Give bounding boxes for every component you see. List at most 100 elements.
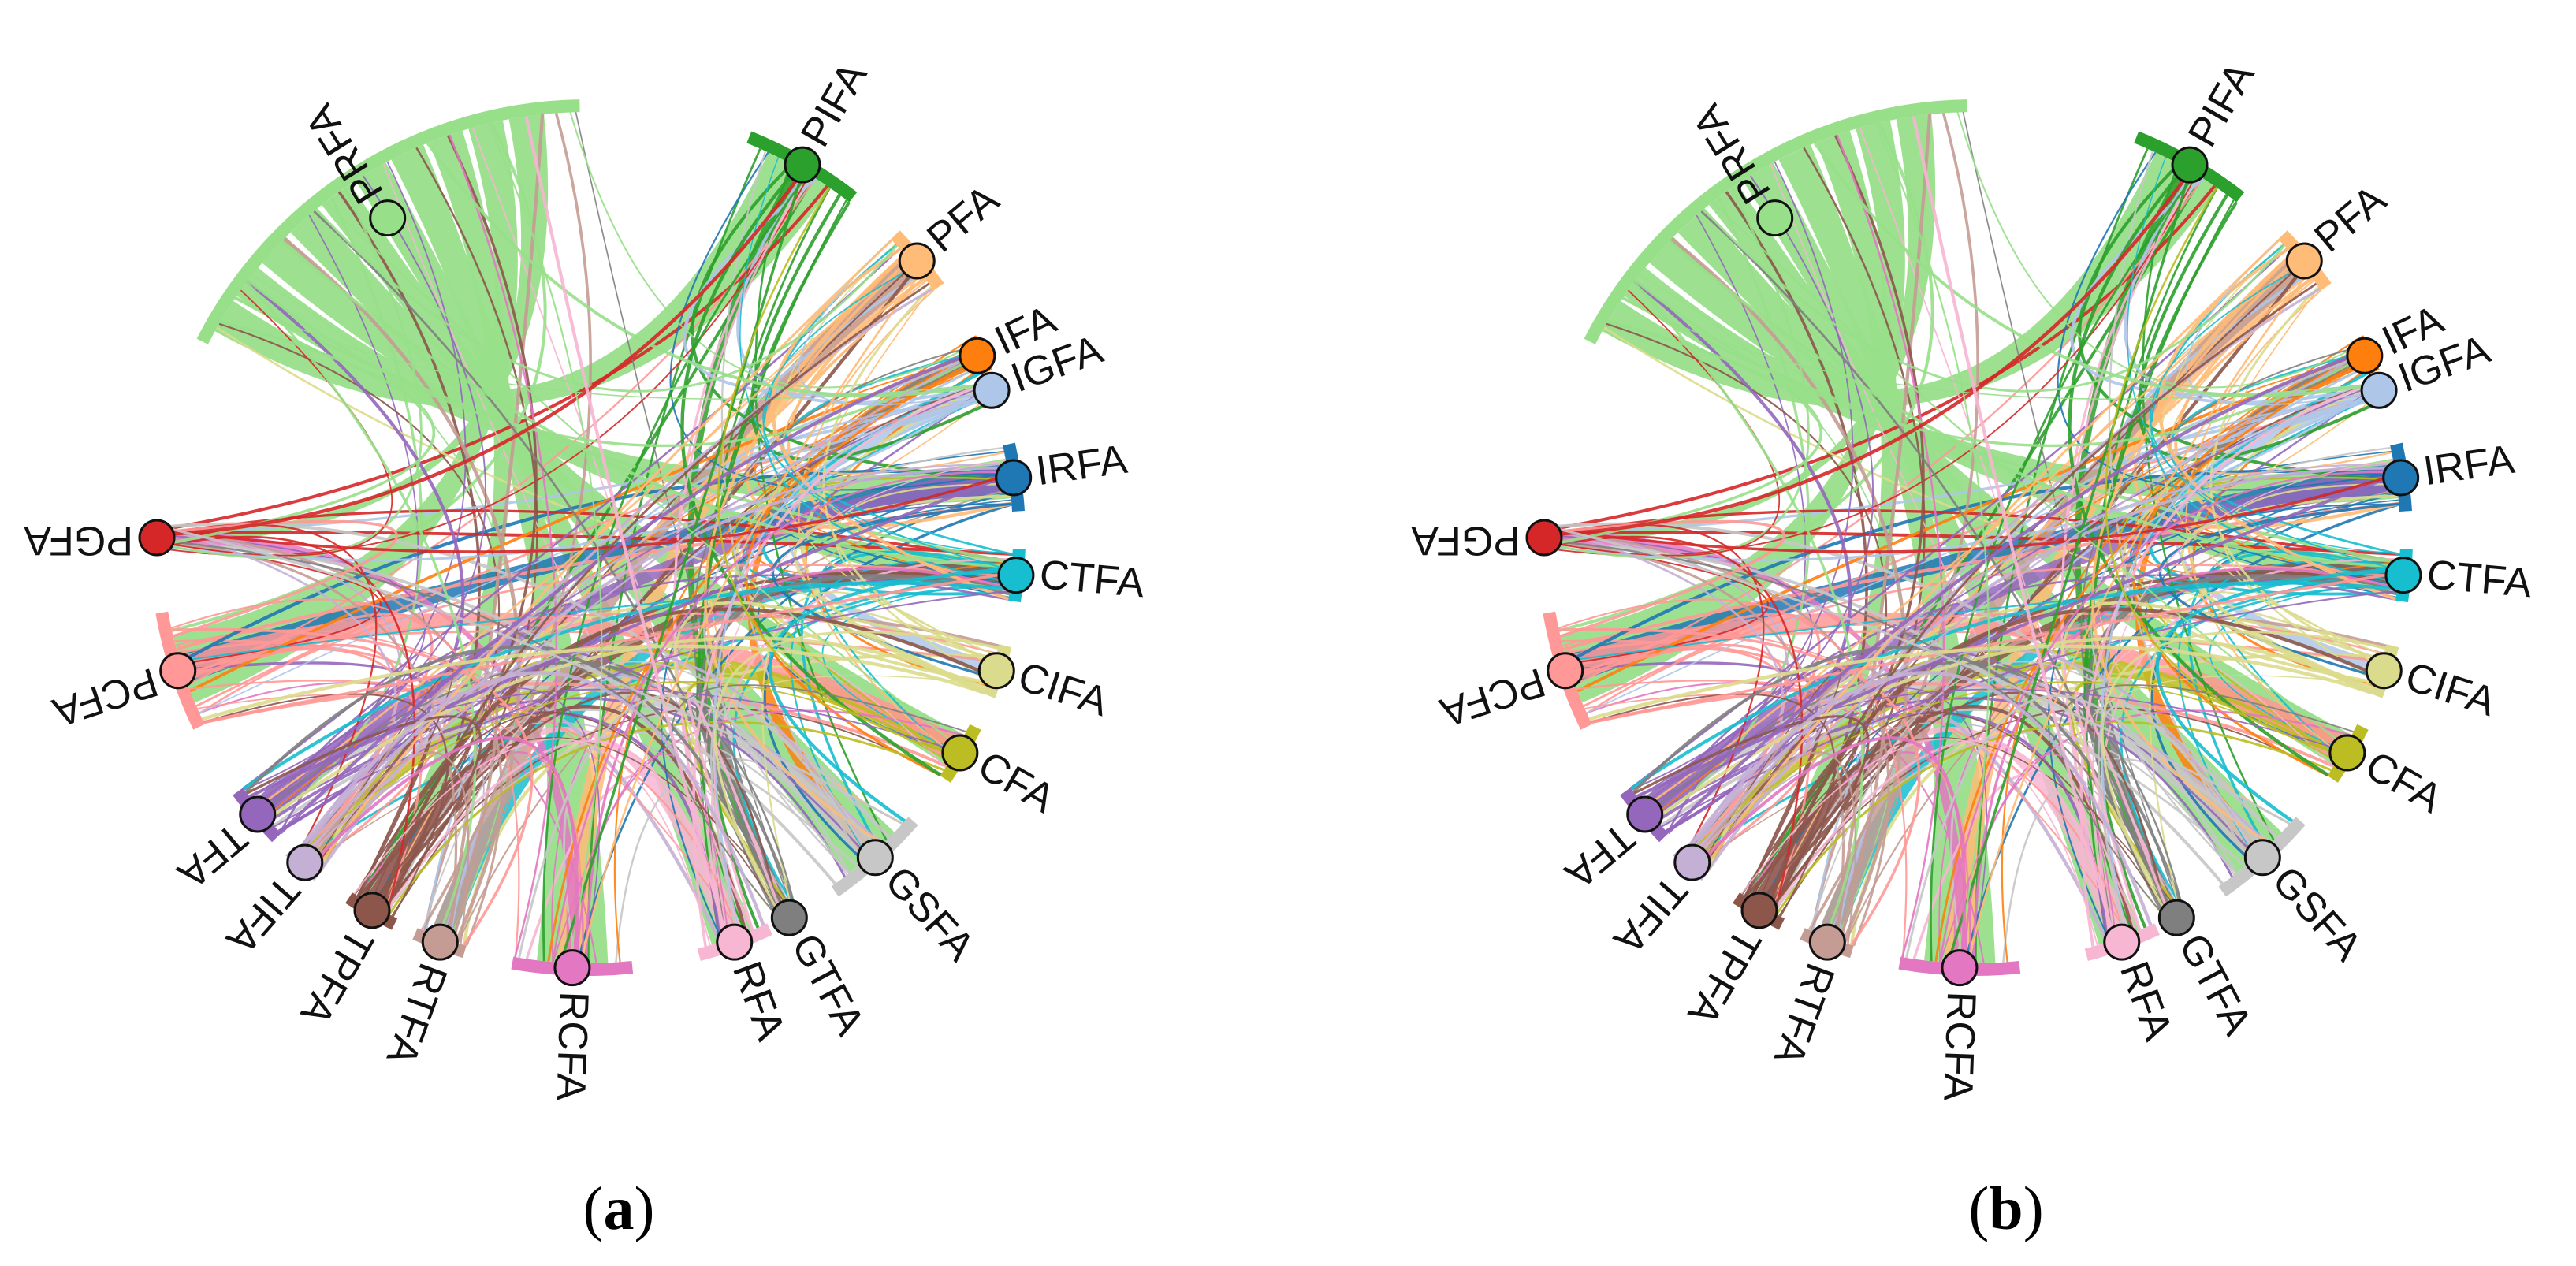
node-label: PFA [2306,177,2395,262]
node-label: GSFA [876,858,983,970]
node-marker-pifa [784,146,821,184]
chord-line [1636,473,2396,799]
chord-line [176,501,1012,651]
chord-line [1699,764,1902,934]
chord-line [1703,208,2285,393]
node-marker-pfa [2285,242,2323,280]
node-label: TPFA [292,921,382,1033]
chord-line [1698,736,1967,963]
chord-line [161,519,399,638]
chord-line [800,550,1012,849]
chord-line [161,534,426,799]
chord-line [801,383,986,692]
chord-line [1632,281,1864,937]
chord-line [750,194,992,461]
chord-line [1548,473,2396,553]
chord-line [201,644,985,721]
chord-line [161,320,435,546]
chord-line [311,764,515,934]
chord-line [246,715,482,912]
chord-line [296,671,765,926]
chord-line [1912,116,2116,940]
chord-line [310,666,499,942]
chord-line [1740,738,2098,946]
node-label: TFA [169,814,256,898]
chord-line [161,187,423,560]
ring-segment-prfa [1584,99,1967,344]
panel-caption-b: (b) [1968,1174,2044,1242]
node-label: TIFA [1604,867,1696,963]
node-marker-igfa [973,371,1011,409]
chord-line [1558,598,1908,958]
chord-line [1661,590,2397,828]
chord-line [1757,711,2170,917]
node-label: PGFA [24,517,133,563]
chord-line [161,525,903,825]
chord-line [1548,525,2291,825]
node-marker-tifa [1673,843,1711,881]
node-marker-ctfa [997,557,1035,594]
chord-band [1560,120,1905,703]
chord-line [1684,671,2153,926]
chord-line [313,668,454,897]
chord-line [487,123,603,963]
chord-line [579,272,922,964]
node-marker-cfa [2328,734,2366,772]
node-marker-gtfa [2157,899,2195,936]
chord-line [2205,287,2377,491]
ring-segment-prfa [196,99,580,344]
chord-line [717,187,955,756]
chord-line [762,265,1012,572]
node-label: TPFA [1679,921,1770,1033]
chord-band [747,348,977,861]
chord-line [822,285,996,663]
node-marker-rfa [2103,923,2141,961]
panel-caption-letter: a [603,1174,635,1242]
node-marker-tifa [286,843,324,881]
chord-line [2105,187,2342,756]
node-label: PCFA [1435,659,1550,735]
node-marker-rcfa [553,949,591,987]
chord-line [1648,661,2184,910]
chords [161,112,1013,964]
chord-line [261,687,601,964]
chord-line [575,112,794,910]
node-marker-irfa [995,459,1033,497]
chord-line [1950,730,2247,964]
node-marker-tpfa [353,892,391,929]
chord-line [161,531,1013,557]
chord-line [311,736,579,963]
chord-line [2091,258,2298,845]
chord-line [552,753,730,963]
node-label: TIFA [217,867,308,963]
node-marker-rtfa [1808,923,1846,961]
chord-line [161,473,1009,553]
chord-line [171,627,534,946]
chord-line [1692,354,2360,858]
chord-line [1633,280,1852,833]
chord-line [2127,157,2400,554]
chord-line [353,738,711,946]
chord-line [245,281,477,937]
node-label: IRFA [2421,437,2518,495]
chord-line [199,564,1011,714]
chord-line [1939,753,2117,963]
chord-line [1644,697,2233,877]
chord-line [2150,265,2399,572]
node-marker-tfa [239,795,277,833]
node-marker-irfa [2382,459,2420,497]
chord-line [1558,627,1921,946]
chord-line [2187,550,2399,849]
node-marker-cifa [2365,652,2403,690]
chord-diagram-panel-b: PRFA PIFAPFAIFAIGFAIRFACTFACIFACFAGSFAGTF… [1411,54,2533,1102]
chord-line [2058,684,2354,919]
chord-line [1633,715,1870,912]
chord-line [2092,644,2334,941]
chord-line [2100,397,2377,936]
chord-line [1648,687,1988,964]
chord-line [1548,534,1813,799]
chord-line [1548,169,2192,537]
chord-line [189,355,973,693]
chord-line [551,471,1008,963]
